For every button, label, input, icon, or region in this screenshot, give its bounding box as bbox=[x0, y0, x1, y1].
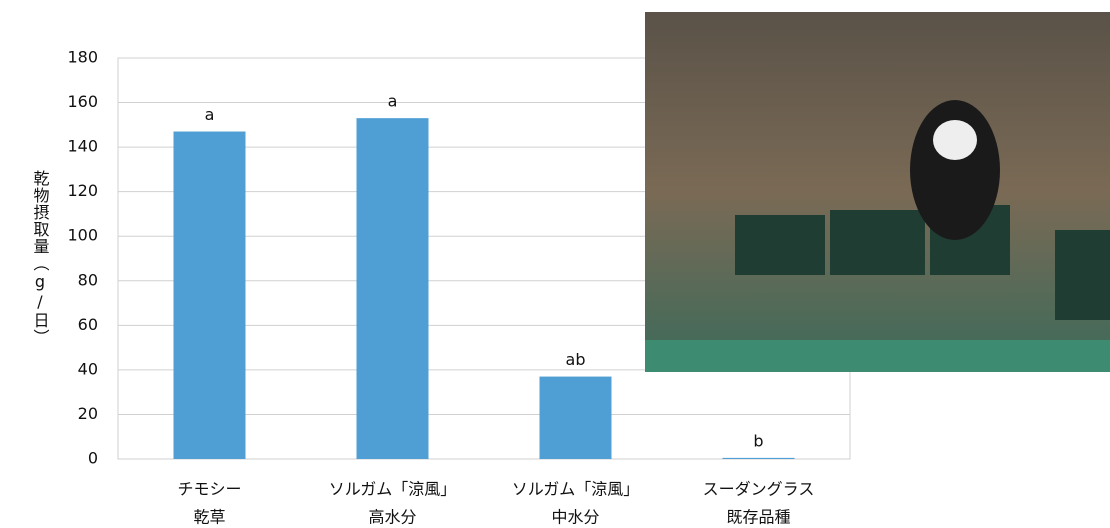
y-tick-label: 80 bbox=[78, 270, 98, 289]
significance-label: ab bbox=[566, 350, 586, 369]
y-tick-label: 0 bbox=[88, 449, 98, 468]
bar bbox=[722, 457, 795, 459]
y-tick-label: 20 bbox=[78, 404, 98, 423]
y-tick-label: 160 bbox=[67, 92, 98, 111]
significance-label: a bbox=[205, 105, 215, 124]
y-tick-label: 60 bbox=[78, 315, 98, 334]
y-tick-label: 180 bbox=[67, 48, 98, 67]
x-tick-label: ソルガム「涼風」 bbox=[329, 480, 457, 499]
x-tick-label: チモシー bbox=[177, 480, 241, 499]
x-tick-label: ソルガム「涼風」 bbox=[512, 480, 640, 499]
y-tick-label: 120 bbox=[67, 181, 98, 200]
bar bbox=[356, 118, 429, 460]
bar bbox=[173, 131, 246, 459]
significance-label: b bbox=[753, 431, 763, 450]
y-tick-label: 40 bbox=[78, 359, 98, 378]
y-tick-label: 100 bbox=[67, 226, 98, 245]
x-tick-label: 中水分 bbox=[551, 508, 599, 527]
x-tick-label: 既存品種 bbox=[726, 508, 790, 527]
x-tick-label: 高水分 bbox=[368, 508, 416, 527]
significance-label: a bbox=[388, 92, 398, 111]
y-axis-label: 乾物摂取量（g/日） bbox=[31, 170, 50, 346]
bar bbox=[539, 376, 612, 459]
x-tick-label: 乾草 bbox=[193, 508, 225, 527]
photo bbox=[645, 12, 1110, 372]
y-tick-label: 140 bbox=[67, 137, 98, 156]
x-tick-label: スーダングラス bbox=[703, 480, 815, 499]
